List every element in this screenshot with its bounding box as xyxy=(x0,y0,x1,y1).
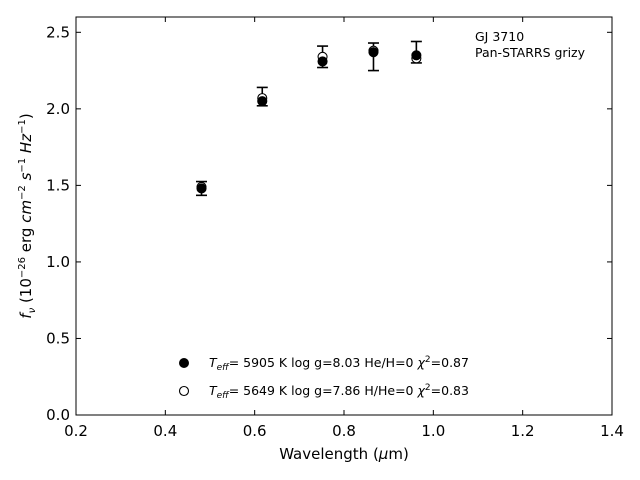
y-tick-label-3: 1.5 xyxy=(46,176,70,194)
model-point-s0-4 xyxy=(411,50,422,61)
y-axis-label: fν (10−26 erg cm−2 s−1 Hz−1) xyxy=(17,113,38,318)
y-tick-label-0: 0.0 xyxy=(46,406,70,424)
legend-marker-open xyxy=(178,385,190,397)
error-bars xyxy=(196,40,422,197)
x-tick-label-5: 1.2 xyxy=(511,422,535,440)
y-tick-label-2: 1.0 xyxy=(46,253,70,271)
x-axis-ticks: 0.2 0.4 0.6 0.8 1.0 1.2 1.4 xyxy=(64,17,624,440)
data-points xyxy=(196,45,422,194)
model-point-s0-3 xyxy=(368,47,379,58)
model-point-s0-1 xyxy=(257,96,268,107)
legend-entry-2: Teff= 5649 K log g=7.86 H/He=0 χ2=0.83 xyxy=(209,383,469,401)
y-tick-label-5: 2.5 xyxy=(46,23,70,41)
annotation-target: GJ 3710 xyxy=(475,29,524,44)
model-point-s0-2 xyxy=(317,56,328,67)
model-point-s0-0 xyxy=(196,183,207,194)
x-tick-label-0: 0.2 xyxy=(64,422,88,440)
x-tick-label-1: 0.4 xyxy=(153,422,177,440)
y-tick-label-1: 0.5 xyxy=(46,329,70,347)
legend: Teff= 5905 K log g=8.03 He/H=0 χ2=0.87 T… xyxy=(178,355,469,401)
legend-entry-1: Teff= 5905 K log g=8.03 He/H=0 χ2=0.87 xyxy=(209,355,469,373)
x-tick-label-4: 1.0 xyxy=(421,422,445,440)
legend-marker-filled xyxy=(179,358,189,368)
x-tick-label-2: 0.6 xyxy=(243,422,267,440)
x-tick-label-6: 1.4 xyxy=(600,422,624,440)
y-tick-label-4: 2.0 xyxy=(46,100,70,118)
x-axis-label: Wavelength (μm) xyxy=(279,445,409,463)
y-axis-ticks: 0.0 0.5 1.0 1.5 2.0 2.5 xyxy=(46,23,612,424)
annotation-survey: Pan-STARRS grizy xyxy=(475,45,586,60)
x-tick-label-3: 0.8 xyxy=(332,422,356,440)
